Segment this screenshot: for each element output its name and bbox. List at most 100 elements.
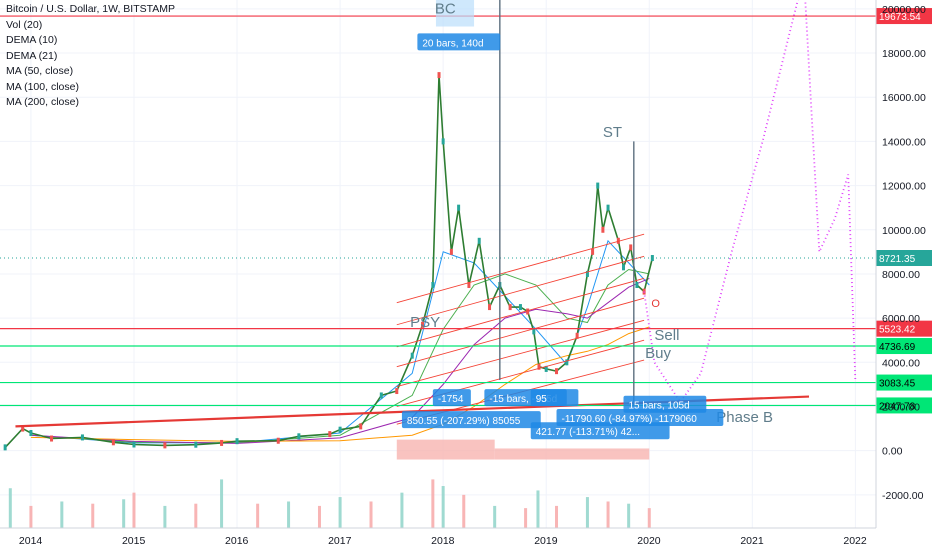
wyckoff-label: O xyxy=(651,298,660,310)
bars-range-box xyxy=(435,0,475,27)
measure-box[interactable] xyxy=(417,33,501,51)
volume-bar xyxy=(220,479,224,528)
price-candle xyxy=(437,72,441,79)
indicator-ma-50[interactable]: MA (50, close) xyxy=(6,65,74,77)
price-candle xyxy=(421,321,425,328)
time-axis-tick: 2019 xyxy=(534,535,558,547)
volume-bar xyxy=(431,479,435,528)
level-price-tag xyxy=(876,338,932,355)
price-candle xyxy=(622,264,626,271)
volume-bar xyxy=(317,505,321,528)
price-candle xyxy=(555,368,559,375)
time-axis-tick: 2021 xyxy=(740,535,764,547)
price-candle xyxy=(537,363,541,370)
price-candle xyxy=(235,438,239,445)
volume-bar xyxy=(462,494,466,528)
indicator-ma-100[interactable]: MA (100, close) xyxy=(6,80,79,93)
measure-box[interactable] xyxy=(556,408,724,426)
measure-box[interactable] xyxy=(530,389,567,407)
volume-bar xyxy=(60,501,64,528)
volume-bar xyxy=(8,488,12,528)
price-candle xyxy=(80,434,84,441)
level-price-tag xyxy=(876,320,932,337)
level-price-tag xyxy=(876,250,932,267)
wyckoff-label: Sell xyxy=(654,327,679,344)
price-candle xyxy=(508,304,512,311)
level-price-label: 19673.54 xyxy=(879,12,921,23)
channel-line xyxy=(396,297,645,368)
price-candle xyxy=(616,237,620,244)
volume-bar xyxy=(91,503,95,528)
time-axis-tick: 2018 xyxy=(431,535,455,547)
wyckoff-label: PSY xyxy=(410,314,440,331)
volume-bar xyxy=(536,490,540,528)
price-candle xyxy=(467,281,471,288)
channel-line xyxy=(396,319,645,388)
measure-label: -15 bars, -105d xyxy=(489,394,557,405)
measure-label: 95 xyxy=(536,394,548,405)
level-price-tag xyxy=(876,397,932,414)
price-candle xyxy=(338,426,342,433)
price-candle xyxy=(575,332,579,339)
price-candle xyxy=(629,244,633,251)
volume-bar xyxy=(441,486,445,528)
price-candle xyxy=(431,281,435,288)
price-axis-tick: 4000.00 xyxy=(882,357,920,369)
price-axis-tick: 20000.00 xyxy=(882,4,926,16)
measure-label: 15 bars, 105d xyxy=(629,401,690,412)
price-axis-tick: 2000.00 xyxy=(882,401,920,413)
price-candle xyxy=(635,281,639,288)
price-candle xyxy=(591,248,595,255)
price-axis-tick: 10000.00 xyxy=(882,225,926,237)
wyckoff-label: Phase B xyxy=(716,409,773,426)
price-axis-tick: 18000.00 xyxy=(882,48,926,60)
price-candle xyxy=(276,437,280,444)
moving-average-line xyxy=(30,277,650,444)
volume-bar xyxy=(29,505,33,528)
price-candle xyxy=(544,365,548,372)
price-axis-tick: -2000.00 xyxy=(882,490,924,502)
wyckoff-label: Buy xyxy=(645,345,671,362)
measure-box[interactable] xyxy=(401,411,541,429)
level-price-label: 5523.42 xyxy=(879,325,916,336)
price-axis-tick: 0.00 xyxy=(882,446,903,458)
measure-label: -1754 xyxy=(438,394,464,405)
time-axis-tick: 2020 xyxy=(637,535,661,547)
price-candle xyxy=(50,435,54,442)
indicator-dema-10[interactable]: DEMA (10) xyxy=(6,34,58,46)
price-candle xyxy=(488,304,492,311)
price-candle xyxy=(441,138,445,145)
level-price-tag xyxy=(876,8,932,25)
measure-box[interactable] xyxy=(432,389,471,407)
level-price-label: 4736.69 xyxy=(879,342,916,353)
measure-label: 421.77 (-113.71%) 42... xyxy=(536,427,640,438)
price-candle xyxy=(457,204,461,211)
level-price-label: 3083.45 xyxy=(879,379,916,390)
price-candle xyxy=(585,270,589,277)
time-axis-tick: 2014 xyxy=(19,535,43,547)
indicator-vol[interactable]: Vol (20) xyxy=(6,18,43,31)
price-candle xyxy=(328,431,332,438)
time-axis-tick: 2017 xyxy=(328,535,352,547)
price-candle xyxy=(518,304,522,311)
volume-bar xyxy=(585,497,589,528)
level-price-label: 2047.78 xyxy=(879,401,916,412)
measure-box[interactable] xyxy=(623,395,707,413)
symbol-title: Bitcoin / U.S. Dollar, 1W, BITSTAMP xyxy=(6,3,176,15)
volume-bar xyxy=(524,508,528,528)
measure-box[interactable] xyxy=(530,422,670,440)
volume-bar xyxy=(256,503,260,528)
time-axis-tick: 2022 xyxy=(843,535,867,547)
price-candle xyxy=(606,204,610,211)
level-price-tag xyxy=(876,374,932,391)
wyckoff-label: ST xyxy=(603,124,622,141)
volume-bar xyxy=(555,505,559,528)
indicator-ma-200[interactable]: MA (200, close) xyxy=(6,96,79,108)
indicator-dema-21[interactable]: DEMA (21) xyxy=(6,49,58,62)
channel-line xyxy=(396,277,645,348)
volume-bar xyxy=(493,505,497,528)
price-candle xyxy=(526,308,530,315)
price-candle xyxy=(220,439,224,446)
volume-bar xyxy=(194,503,198,528)
